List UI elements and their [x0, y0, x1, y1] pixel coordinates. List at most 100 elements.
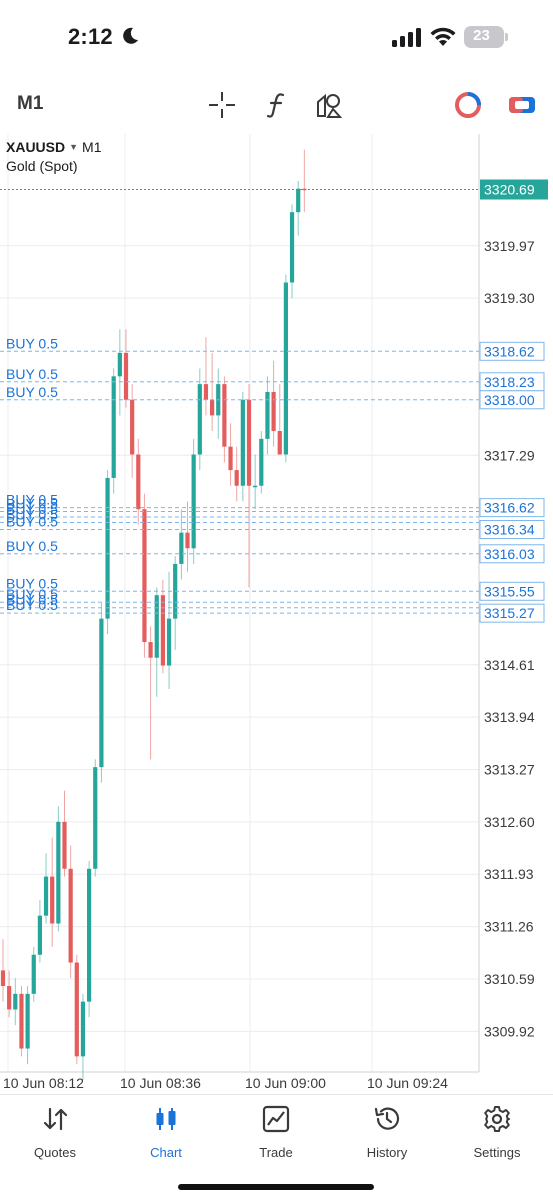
candle-body: [240, 399, 245, 486]
order-label: BUY 0.5: [6, 496, 58, 512]
nav-quotes-label: Quotes: [34, 1145, 76, 1160]
drawing-objects-icon[interactable]: [315, 90, 345, 120]
candle-body: [222, 384, 227, 447]
candle-body: [111, 376, 116, 478]
candle-body: [80, 1001, 86, 1057]
trade-chart-icon: [262, 1105, 290, 1133]
nav-settings[interactable]: Settings: [452, 1103, 542, 1163]
time-tick-label: 10 Jun 09:24: [367, 1075, 448, 1091]
candles-icon: [156, 1108, 176, 1130]
order-price-label: 3315.27: [484, 605, 535, 621]
candle-body: [265, 391, 270, 439]
current-price-label: 3320.69: [484, 181, 535, 197]
order-label: BUY 0.5: [6, 575, 58, 591]
price-tick-label: 3313.27: [484, 761, 535, 777]
candle-body: [259, 438, 264, 486]
order-label: BUY 0.5: [6, 506, 58, 522]
candle-body: [43, 876, 49, 916]
price-tick-label: 3319.97: [484, 238, 535, 254]
order-price-box: [479, 544, 545, 564]
price-tick-label: 3310.59: [484, 971, 535, 987]
symbol-header[interactable]: XAUUSD ▼ M1: [6, 139, 102, 155]
status-bar: 2:12 23: [0, 0, 553, 78]
settings-gear-icon: [484, 1106, 510, 1132]
trade-panel-icon[interactable]: [507, 90, 537, 120]
signal-icon: [392, 28, 421, 47]
candle-body: [203, 384, 209, 400]
candle-body: [228, 446, 233, 471]
order-label: BUY 0.5: [6, 335, 58, 351]
candle-body: [142, 509, 147, 643]
price-tick-label: 3311.26: [484, 919, 534, 935]
nav-trade[interactable]: Trade: [231, 1103, 321, 1163]
order-label: BUY 0.5: [6, 384, 58, 400]
order-price-label: 3318.62: [484, 343, 535, 359]
wifi-icon: [430, 27, 456, 46]
order-price-label: 3315.55: [484, 583, 535, 599]
candle-body: [25, 993, 30, 1049]
price-tick-label: 3317.29: [484, 447, 535, 463]
candle-body: [130, 399, 135, 455]
candle-body: [197, 384, 202, 455]
nav-chart-label: Chart: [150, 1145, 182, 1160]
candle-body: [0, 970, 6, 987]
order-price-label: 3316.03: [484, 546, 535, 562]
candle-body: [62, 821, 67, 869]
order-price-box: [479, 520, 545, 540]
candle-body: [50, 876, 55, 924]
indicators-icon[interactable]: [262, 90, 292, 120]
order-price-box: [479, 603, 545, 623]
candle-body: [56, 821, 61, 924]
time-tick-label: 10 Jun 08:36: [120, 1075, 201, 1091]
candle-body: [37, 915, 42, 955]
quotes-arrows-icon: [43, 1107, 68, 1131]
candle-body: [123, 352, 129, 400]
nav-history[interactable]: History: [342, 1103, 432, 1163]
candle-body: [271, 391, 276, 432]
candle-body: [234, 470, 239, 486]
candle-body: [185, 532, 190, 549]
nav-history-label: History: [366, 1145, 408, 1160]
order-price-label: 3316.62: [484, 500, 535, 516]
candle-body: [74, 962, 79, 1057]
bottom-navigation: Quotes Chart Trade History Settings: [0, 1094, 553, 1200]
candle-body: [7, 986, 12, 1010]
candle-body: [296, 188, 301, 213]
home-indicator: [178, 1184, 374, 1190]
history-clock-icon: [374, 1107, 400, 1130]
symbol-name: XAUUSD: [6, 139, 66, 155]
one-click-trading-icon[interactable]: [453, 90, 483, 120]
timeframe-selector[interactable]: M1: [17, 93, 44, 114]
candle-body: [246, 399, 252, 486]
nav-quotes[interactable]: Quotes: [10, 1103, 100, 1163]
order-label: BUY 0.5: [6, 492, 58, 508]
candle-body: [68, 868, 73, 963]
dropdown-arrow-icon: ▼: [69, 142, 79, 152]
candle-body: [93, 767, 98, 869]
order-label: BUY 0.5: [6, 514, 58, 530]
candle-body: [191, 454, 196, 549]
candle-body: [289, 212, 295, 283]
candlestick-chart[interactable]: 3319.97 3319.30 3317.29 3314.61 3313.94 3313.…: [0, 134, 553, 1094]
price-chart[interactable]: 3319.97 3319.30 3317.29 3314.61 3313.94 3313.…: [0, 134, 553, 1094]
candle-body: [283, 282, 288, 455]
candle-body: [210, 399, 215, 416]
battery-level: 23: [473, 27, 490, 44]
order-price-label: 3316.34: [484, 522, 535, 538]
candle-body: [105, 477, 110, 619]
candle-body: [99, 618, 104, 768]
symbol-description: Gold (Spot): [6, 158, 78, 174]
symbol-timeframe: M1: [82, 139, 102, 155]
crosshair-icon[interactable]: [207, 90, 237, 120]
nav-chart[interactable]: Chart: [121, 1103, 211, 1163]
price-tick-label: 3309.92: [484, 1023, 535, 1039]
price-tick-label: 3313.94: [484, 709, 535, 725]
price-tick-label: 3314.61: [484, 657, 535, 673]
order-price-box: [479, 390, 545, 410]
order-label: BUY 0.5: [6, 586, 58, 602]
candle-body: [19, 993, 24, 1049]
order-price-label: 3318.00: [484, 392, 535, 408]
moon-icon: [123, 27, 138, 44]
candle-body: [154, 595, 159, 658]
time-tick-label: 10 Jun 08:12: [3, 1075, 84, 1091]
